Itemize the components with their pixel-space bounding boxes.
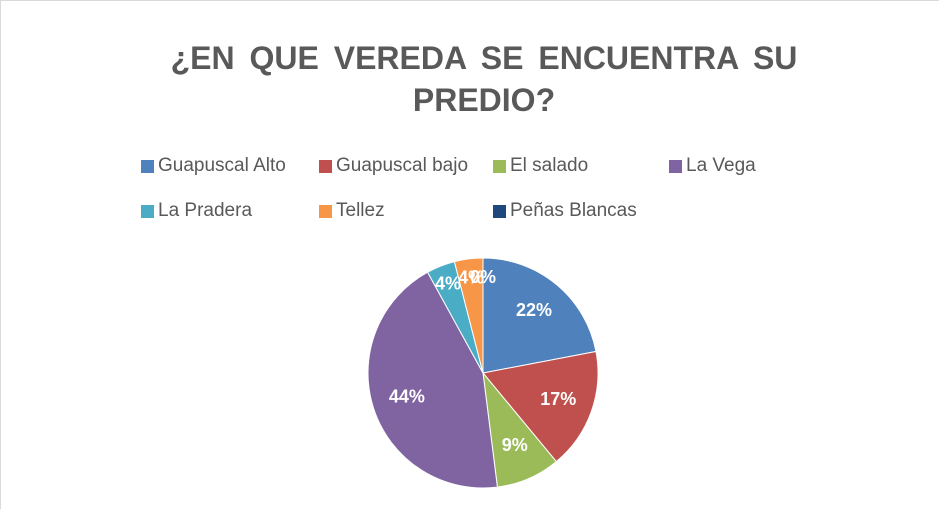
pie-slice (367, 271, 498, 489)
pie-slice (482, 350, 599, 463)
data-label: 0% (470, 267, 496, 287)
chart-title: ¿EN QUE VEREDA SE ENCUENTRA SU PREDIO? (170, 40, 798, 118)
legend-item: Guapuscal Alto (141, 155, 286, 177)
legend-swatch (669, 159, 682, 173)
legend-label: El salado (510, 155, 589, 176)
data-label: 4% (435, 273, 461, 293)
pie-slice (482, 257, 597, 374)
legend-swatch (493, 159, 506, 173)
legend-item: La Vega (669, 155, 756, 177)
data-label: 17% (540, 389, 576, 409)
legend-label: La Vega (686, 155, 756, 176)
data-label: 9% (502, 435, 528, 455)
data-label: 22% (516, 300, 552, 320)
legend-swatch (319, 204, 332, 218)
legend-label: Tellez (336, 200, 385, 221)
legend-item: Guapuscal bajo (319, 155, 468, 177)
legend-label: Guapuscal Alto (158, 155, 286, 176)
legend-swatch (493, 204, 506, 218)
legend-label: Guapuscal bajo (336, 155, 469, 176)
legend-item: La Pradera (141, 200, 252, 222)
legend-swatch (141, 204, 154, 218)
legend-label: La Pradera (158, 200, 253, 221)
data-label: 44% (389, 386, 425, 406)
legend-swatch (141, 159, 154, 173)
legend-item: Tellez (319, 200, 385, 222)
legend-item: El salado (493, 155, 588, 177)
legend-label: Peñas Blancas (510, 200, 637, 221)
legend-item: Peñas Blancas (493, 200, 637, 222)
legend-swatch (319, 159, 332, 173)
data-label: 4% (458, 267, 484, 287)
